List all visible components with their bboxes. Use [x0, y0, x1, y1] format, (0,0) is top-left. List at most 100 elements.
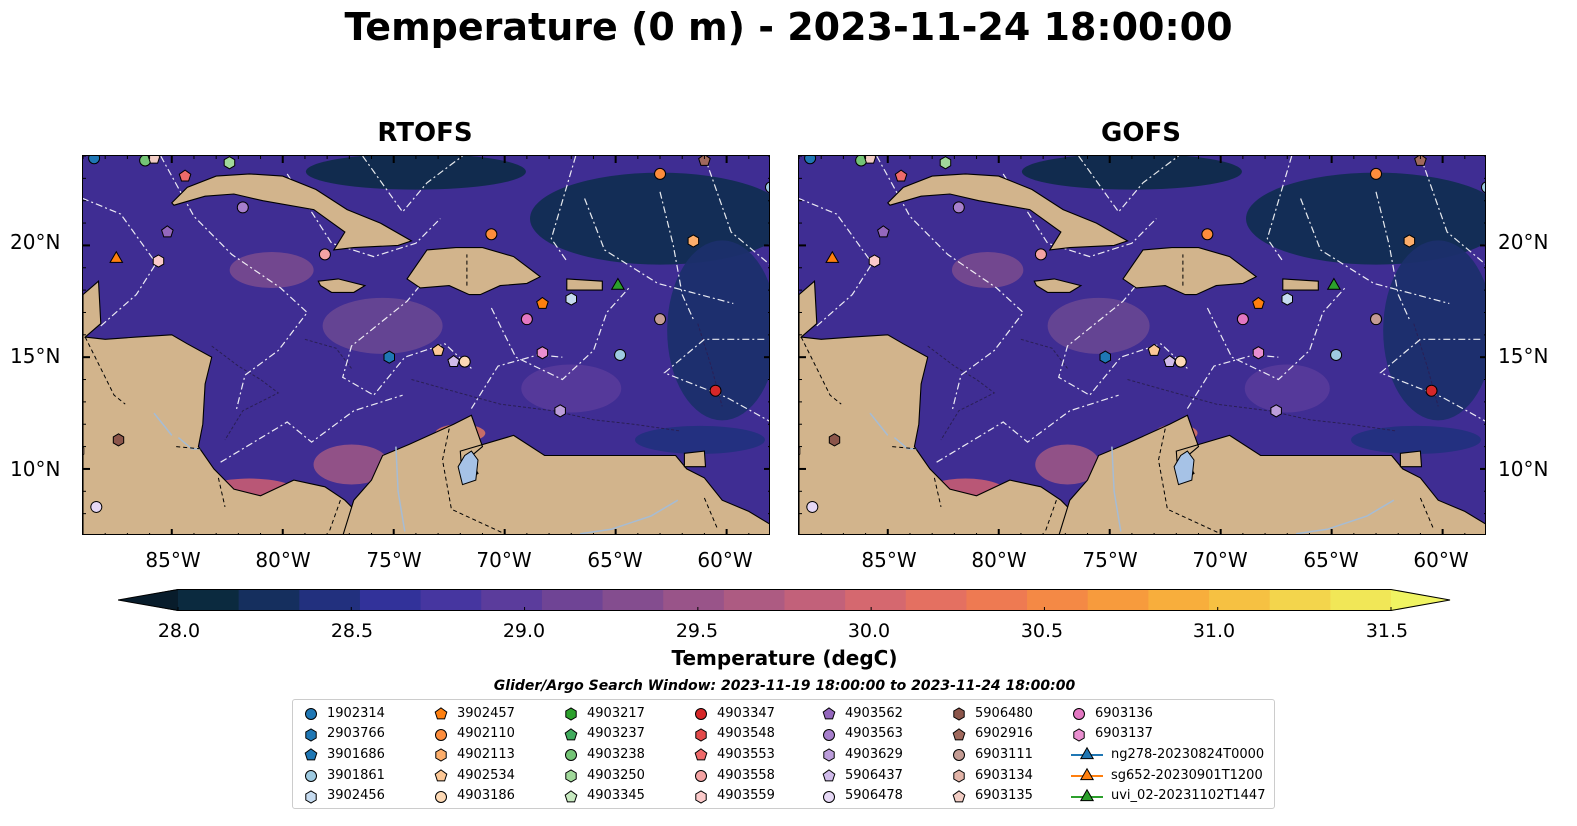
legend-symbol [823, 790, 835, 803]
legend-marker-hexagon [435, 748, 447, 763]
platform-marker [799, 446, 801, 456]
river [153, 412, 173, 436]
legend-symbol [953, 749, 965, 762]
platform-marker [318, 248, 331, 261]
panel-title-rtofs: RTOFS [377, 118, 473, 148]
cool-water-region [1383, 240, 1485, 421]
platform-marker [565, 292, 577, 306]
lon-tick-label: 75°W [1082, 548, 1138, 572]
country-border [328, 500, 341, 532]
legend-entry: 6903135 [951, 786, 1033, 806]
eez-boundary [1419, 156, 1485, 265]
map-panel-gofs[interactable] [798, 155, 1486, 535]
land-jamaica [317, 278, 367, 293]
eez-boundary [1375, 191, 1410, 320]
legend-symbol [953, 707, 965, 721]
platform-marker [939, 156, 952, 170]
platform-marker [1252, 346, 1265, 360]
platform-marker [610, 277, 625, 290]
colorbar-segment [1209, 589, 1271, 611]
legend-symbol [1079, 747, 1095, 760]
colorbar-tick-label: 30.0 [847, 620, 891, 642]
platform-marker [383, 350, 395, 364]
river [869, 412, 889, 436]
legend-entry: 6903111 [951, 744, 1033, 764]
eez-boundary [1186, 354, 1279, 409]
legend-label: 4902113 [457, 746, 515, 762]
land-puertorico [1282, 278, 1319, 291]
eez-boundary [663, 338, 769, 422]
country-border [84, 336, 126, 405]
platform-marker [1281, 292, 1293, 306]
lon-tick-label: 80°W [971, 548, 1027, 572]
platform-marker [1252, 296, 1265, 309]
lon-tick-label: 60°W [1413, 548, 1469, 572]
country-border [933, 477, 942, 508]
legend-marker-circle [305, 708, 317, 720]
legend-marker-triangle [1071, 747, 1103, 760]
platform-marker [1481, 181, 1485, 193]
colorbar-segment [238, 589, 300, 611]
lat-tick-label-right: 20°N [1498, 230, 1549, 254]
country-border [1419, 497, 1435, 530]
platform-marker [654, 313, 667, 326]
eez-boundary [1002, 173, 1157, 258]
legend-symbol [304, 748, 318, 761]
legend-marker-circle [823, 790, 835, 803]
legend-symbol [695, 770, 707, 783]
legend-marker-circle [695, 708, 707, 720]
legend-entry: 5906480 [951, 703, 1033, 723]
warm-water-region [313, 444, 390, 485]
legend-label: 6903134 [975, 767, 1033, 783]
legend-label: 4903250 [587, 767, 645, 783]
platform-marker [1174, 355, 1187, 368]
legend-marker-pentagon [434, 769, 448, 782]
land-jamaica [1033, 278, 1083, 293]
legend-symbol [564, 727, 578, 741]
platform-marker [152, 254, 165, 268]
lon-tick-label: 60°W [697, 548, 753, 572]
legend-symbol [435, 790, 447, 803]
legend-symbol [305, 708, 317, 720]
lon-tick-label: 85°W [861, 548, 917, 572]
legend-entry: 4903563 [821, 724, 903, 744]
platform-marker [828, 433, 841, 447]
lon-tick-label: 85°W [145, 548, 201, 572]
platform-marker [806, 500, 819, 513]
legend-marker-hexagon [1073, 728, 1085, 742]
legend-entry: 1902314 [303, 703, 385, 723]
warm-water-region [521, 364, 622, 413]
legend-marker-triangle [1071, 767, 1103, 781]
cool-water-region [305, 156, 526, 190]
legend-entry: 4902110 [433, 724, 515, 744]
legend-label: 3902457 [457, 705, 515, 721]
legend-entry: 4903186 [433, 786, 515, 806]
platform-marker [698, 156, 711, 166]
lon-tick-label: 80°W [255, 548, 311, 572]
eez-boundary [876, 156, 1025, 411]
colorbar-label: Temperature (degC) [671, 646, 898, 670]
legend-label: 6903111 [975, 746, 1033, 762]
legend-marker-hexagon [953, 707, 965, 721]
platform-marker [1270, 404, 1282, 418]
eez-boundary [362, 156, 463, 213]
legend-entry: 6903137 [1071, 724, 1153, 744]
colorbar-tick-label: 28.5 [330, 620, 374, 642]
platform-marker [112, 433, 125, 447]
legend-marker-hexagon [305, 790, 317, 804]
platform-marker [1163, 354, 1176, 367]
warm-water-region [1047, 297, 1150, 354]
land-cuba [171, 173, 413, 251]
platform-marker [709, 384, 722, 397]
eez-boundary [1206, 287, 1346, 381]
legend-title: Glider/Argo Search Window: 2023-11-19 18… [493, 678, 1076, 694]
platform-marker [223, 156, 236, 170]
legend-entry: 6903134 [951, 765, 1033, 785]
legend-label: 4902534 [457, 767, 515, 783]
legend-label: 6903136 [1095, 705, 1153, 721]
legend-symbol [695, 728, 707, 742]
legend-marker-circle [565, 749, 577, 762]
legend-symbol [823, 748, 835, 763]
map-panel-rtofs[interactable] [82, 155, 770, 535]
platform-marker [147, 156, 161, 164]
